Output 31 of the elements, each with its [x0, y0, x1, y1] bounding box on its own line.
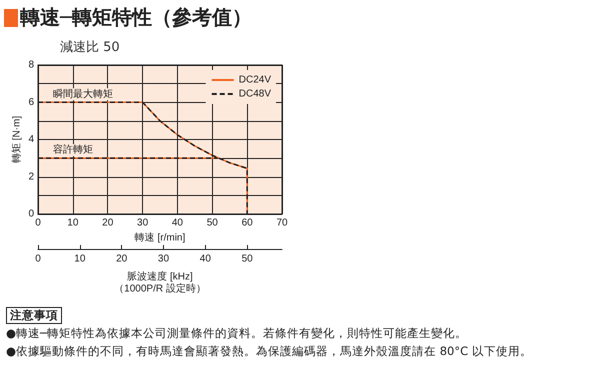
- y-tick-label: 6: [28, 96, 34, 108]
- annotation: 容許轉矩: [52, 144, 93, 156]
- y-tick-label: 2: [28, 171, 34, 182]
- y-axis-title: 轉矩 [N·m]: [10, 116, 22, 164]
- text: ●依據驅動條件的不同，有時馬達會顯著發熱。為保護編碼器，馬達外殼溫度請在 80°C 以下使用。: [6, 344, 532, 358]
- y-tick-label: 8: [28, 60, 34, 70]
- annotation: 瞬間最大轉矩: [52, 88, 113, 100]
- x2-tick-label: 0: [35, 254, 42, 264]
- text: 注意事項: [6, 307, 62, 324]
- chart-subtitle: 減速比 50: [60, 39, 120, 56]
- x2-tick-label: 40: [200, 254, 212, 264]
- y-tick-label: 0: [28, 208, 34, 220]
- chart-title: 轉速─轉矩特性（參考值）: [20, 4, 252, 31]
- x-tick-label: 10: [67, 218, 79, 228]
- x-tick-label: 70: [276, 218, 288, 228]
- x-tick-label: 60: [242, 218, 254, 228]
- x2-tick-label: 20: [116, 254, 128, 264]
- x-tick-label: 40: [172, 218, 184, 228]
- x-tick-label: 50: [206, 218, 218, 228]
- x-tick-label: 20: [102, 218, 114, 228]
- x-tick-label: 30: [137, 218, 149, 228]
- x2-axis-title: 脈波速度 [kHz] （1000P/R 設定時）: [114, 270, 206, 294]
- x2-tick-label: 10: [74, 254, 86, 264]
- x2-tick-label: 30: [158, 254, 170, 264]
- legend-label: DC24V: [238, 74, 272, 86]
- legend-label: DC48V: [238, 88, 272, 100]
- text: ●轉速─轉矩特性為依據本公司測量條件的資料。若條件有變化，則特性可能產生變化。: [6, 326, 467, 340]
- x-axis-title: 轉速 [r/min]: [134, 231, 186, 244]
- y-tick-label: 4: [28, 134, 34, 145]
- x-tick-label: 0: [35, 218, 42, 228]
- x2-tick-label: 50: [242, 254, 254, 264]
